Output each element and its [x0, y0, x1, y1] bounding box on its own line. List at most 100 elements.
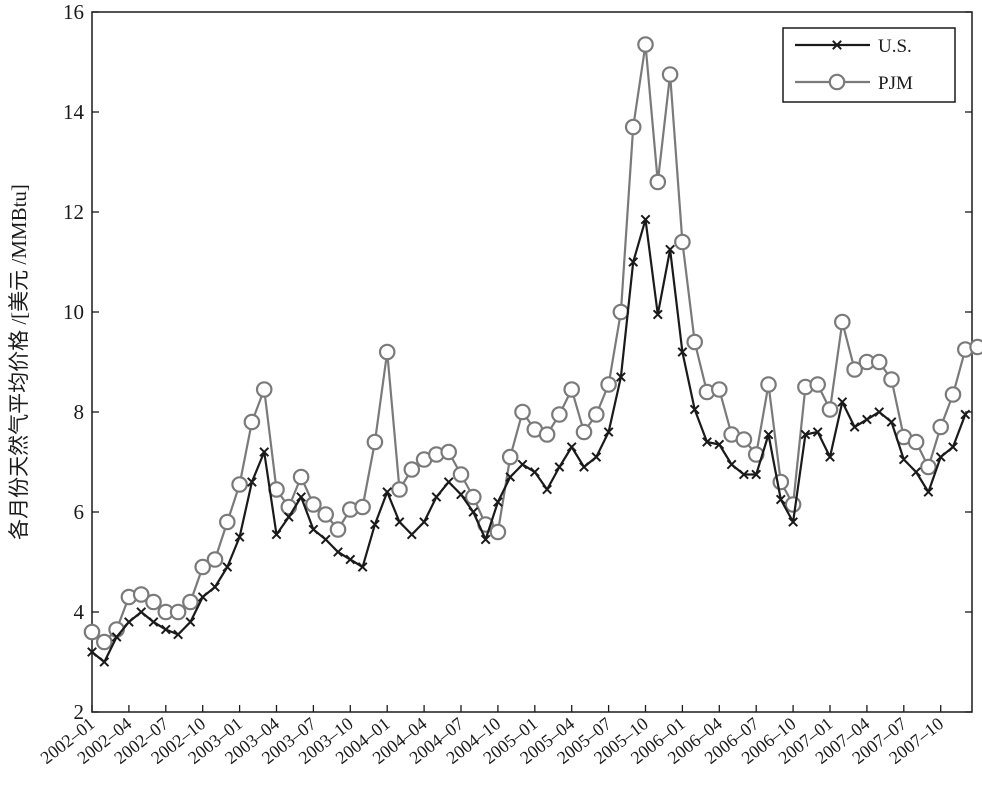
legend-label-pjm: PJM	[878, 73, 913, 94]
data-point	[948, 442, 958, 452]
data-point	[923, 487, 934, 497]
data-point	[431, 492, 442, 502]
data-point	[443, 477, 454, 487]
data-point	[603, 427, 614, 437]
data-point	[283, 512, 294, 522]
data-point	[652, 309, 663, 320]
data-point	[99, 657, 110, 667]
y-tick-label: 2	[74, 700, 85, 724]
data-point	[566, 442, 577, 452]
data-point	[369, 519, 380, 530]
data-point	[833, 313, 851, 331]
data-point	[83, 623, 101, 641]
data-point	[812, 427, 823, 437]
data-point	[637, 36, 654, 53]
data-point	[345, 554, 356, 565]
data-point	[182, 593, 199, 611]
data-point	[210, 582, 220, 592]
data-point	[406, 529, 417, 540]
data-point	[123, 617, 134, 627]
data-point	[148, 617, 159, 627]
data-point	[517, 459, 528, 470]
data-point	[308, 524, 319, 535]
data-point	[837, 397, 848, 407]
series-layer	[83, 36, 982, 667]
data-point	[333, 547, 343, 557]
data-point	[440, 443, 457, 461]
data-point	[738, 469, 749, 480]
data-point	[231, 476, 248, 493]
data-point	[292, 468, 310, 486]
data-point	[136, 607, 147, 617]
data-point	[382, 487, 393, 497]
data-point	[969, 338, 982, 356]
legend-marker-us	[832, 40, 842, 50]
legend-marker-pjm	[828, 73, 846, 91]
legend-label-us: U.S.	[878, 36, 912, 57]
data-point	[809, 376, 826, 393]
data-point	[452, 466, 470, 483]
data-point	[760, 376, 777, 393]
legend-o-marker	[828, 73, 846, 91]
data-point	[480, 534, 491, 545]
y-tick-label: 14	[63, 100, 85, 124]
data-point	[726, 459, 737, 470]
data-point	[514, 403, 531, 421]
data-point	[234, 532, 245, 542]
data-point	[710, 381, 728, 398]
data-point	[861, 414, 872, 425]
data-point	[874, 407, 885, 417]
data-point	[575, 423, 593, 441]
data-point	[661, 66, 679, 83]
data-point	[763, 429, 774, 440]
data-point	[640, 214, 651, 225]
data-point	[529, 467, 540, 477]
data-point	[468, 507, 479, 517]
data-point	[87, 647, 97, 657]
data-point	[677, 347, 688, 357]
data-point	[911, 467, 922, 477]
legend-x-marker	[832, 40, 842, 50]
data-point	[686, 333, 703, 351]
data-point	[329, 521, 347, 538]
x-axis-ticks: 2002–012002–042002–072002–102003–012003–…	[37, 705, 947, 768]
data-point	[612, 303, 630, 321]
data-point	[354, 498, 371, 516]
data-point	[579, 462, 589, 472]
data-point	[391, 481, 408, 498]
data-point	[173, 629, 184, 640]
series-line	[91, 43, 978, 644]
data-point	[628, 257, 639, 267]
data-point	[870, 353, 888, 371]
y-tick-label: 4	[74, 600, 85, 624]
data-point	[944, 386, 962, 403]
data-point	[542, 484, 553, 495]
data-point	[821, 401, 839, 418]
data-point	[702, 437, 712, 447]
data-point	[935, 452, 946, 462]
data-point	[206, 551, 224, 568]
data-point	[296, 492, 307, 502]
data-point	[898, 454, 909, 465]
y-tick-label: 12	[63, 200, 84, 224]
data-point	[665, 244, 676, 255]
data-point	[357, 562, 368, 572]
data-point	[132, 586, 150, 603]
data-point	[169, 603, 187, 621]
data-point	[563, 381, 580, 398]
data-point	[600, 376, 617, 393]
data-point	[219, 513, 236, 531]
y-tick-label: 6	[74, 500, 85, 524]
data-point	[271, 529, 282, 540]
data-point	[160, 624, 171, 635]
data-point	[649, 173, 667, 191]
series-pjm	[83, 36, 982, 651]
data-point	[96, 633, 113, 651]
data-point	[920, 458, 937, 476]
data-point	[320, 534, 331, 545]
data-point	[366, 433, 384, 451]
data-point	[554, 462, 565, 472]
data-point	[378, 343, 396, 361]
data-point	[111, 632, 122, 642]
data-point	[489, 523, 507, 541]
